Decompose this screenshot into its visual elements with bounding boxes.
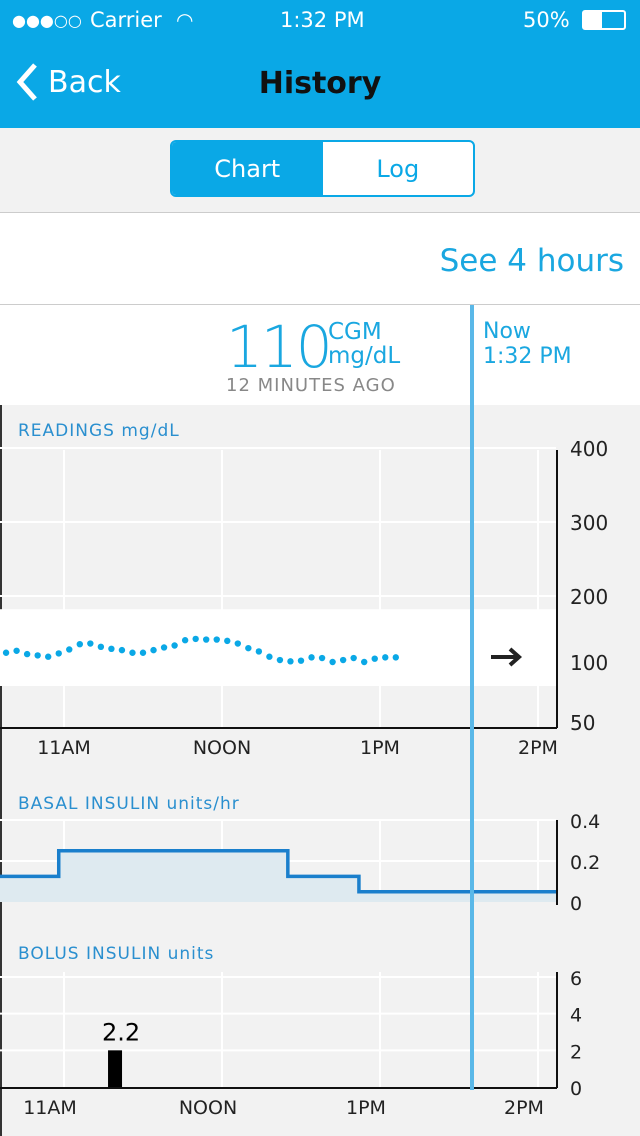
- back-label: Back: [48, 64, 121, 100]
- reading-dot: [203, 636, 210, 643]
- tab-log[interactable]: Log: [376, 154, 420, 183]
- reading-dot: [66, 646, 73, 653]
- see-4-hours-link[interactable]: See 4 hours: [439, 243, 624, 279]
- reading-dot: [2, 649, 10, 656]
- reading-dot: [34, 652, 41, 659]
- reading-dot: [23, 650, 31, 658]
- tab-chart[interactable]: Chart: [172, 142, 323, 195]
- reading-dot: [287, 658, 294, 665]
- clock: 1:32 PM: [280, 8, 365, 32]
- y-tick-label: 100: [570, 651, 608, 675]
- basal-area: [0, 850, 557, 902]
- trend-arrow-icon: [491, 647, 523, 667]
- reading-dot: [45, 653, 52, 660]
- reading-dot: [392, 654, 399, 661]
- reading-dot: [224, 637, 231, 645]
- reading-dot: [318, 654, 326, 662]
- reading-dot: [171, 642, 178, 649]
- reading-dot: [160, 644, 168, 651]
- y-tick-label: 0: [570, 893, 582, 915]
- status-bar: ●●●○○ Carrier ◠ 1:32 PM 50%: [0, 0, 640, 40]
- current-reading: 110 CGM mg/dL 12 MINUTES AGO Now 1:32 PM: [0, 305, 640, 405]
- reading-dot: [97, 643, 105, 651]
- x-tick-label: 2PM: [504, 1097, 544, 1119]
- reading-dot: [139, 649, 147, 656]
- reading-dot: [76, 640, 84, 648]
- now-label: Now: [483, 319, 531, 344]
- target-range-band: [0, 609, 556, 686]
- cgm-label: CGM: [328, 319, 382, 345]
- reading-dot: [382, 654, 389, 661]
- reading-dot: [255, 648, 263, 655]
- x-tick-label: 1PM: [360, 737, 400, 759]
- reading-dot: [55, 650, 62, 657]
- x-tick-label: 1PM: [346, 1097, 386, 1119]
- reading-dot: [213, 636, 220, 643]
- bolus-title: BOLUS INSULIN units: [18, 944, 214, 964]
- basal-line: [0, 849, 557, 894]
- x-tick-label: 2PM: [518, 737, 558, 759]
- wifi-icon: ◠: [176, 8, 194, 32]
- reading-dot: [234, 640, 241, 647]
- page-title: History: [258, 66, 382, 101]
- unit-label: mg/dL: [328, 343, 401, 369]
- reading-dot: [350, 654, 357, 662]
- reading-dot: [13, 647, 20, 654]
- x-tick-label: NOON: [179, 1097, 237, 1119]
- y-tick-label: 300: [570, 511, 608, 535]
- glucose-unit: CGM mg/dL: [328, 320, 400, 368]
- now-marker-label: Now 1:32 PM: [483, 319, 572, 369]
- reading-dot: [329, 658, 336, 666]
- now-time: 1:32 PM: [483, 344, 572, 369]
- basal-title: BASAL INSULIN units/hr: [18, 794, 240, 814]
- battery-icon: [582, 10, 626, 30]
- y-tick-label: 0.4: [570, 811, 600, 833]
- bolus-bar: [108, 1050, 123, 1087]
- reading-dot: [308, 654, 315, 661]
- reading-dot: [297, 657, 305, 664]
- y-tick-label: 200: [570, 585, 608, 609]
- range-row: See 4 hours: [0, 213, 640, 305]
- x-tick-label: NOON: [193, 737, 251, 759]
- reading-dot: [150, 646, 157, 654]
- reading-age: 12 MINUTES AGO: [226, 375, 396, 396]
- y-tick-label: 50: [570, 711, 595, 735]
- reading-dot: [108, 645, 115, 652]
- glucose-value: 110: [226, 313, 333, 381]
- reading-dot: [245, 644, 252, 652]
- reading-dot: [361, 658, 368, 666]
- reading-dot: [129, 649, 136, 656]
- readings-title: READINGS mg/dL: [18, 421, 180, 441]
- now-line[interactable]: [470, 305, 474, 1090]
- reading-dot: [339, 656, 347, 664]
- reading-dot: [181, 637, 189, 644]
- nav-bar: Back History: [0, 40, 640, 128]
- x-tick-label: 11AM: [37, 737, 91, 759]
- reading-dot: [118, 646, 126, 654]
- y-tick-label: 0.2: [570, 852, 600, 874]
- y-tick-label: 4: [570, 1005, 582, 1027]
- reading-dot: [192, 635, 199, 643]
- carrier: Carrier: [90, 8, 162, 32]
- y-tick-label: 0: [570, 1078, 582, 1100]
- view-switcher: Chart Log: [0, 128, 640, 213]
- reading-dot: [371, 655, 378, 662]
- reading-dot: [276, 656, 284, 664]
- reading-dot: [266, 653, 273, 660]
- y-tick-label: 6: [570, 968, 582, 990]
- battery-percent: 50%: [523, 8, 570, 32]
- reading-dot: [87, 640, 94, 647]
- chevron-left-icon: [16, 63, 37, 101]
- bolus-label: 2.2: [102, 1018, 140, 1046]
- y-tick-label: 2: [570, 1041, 582, 1063]
- back-button[interactable]: Back: [16, 62, 121, 102]
- x-tick-label: 11AM: [23, 1097, 77, 1119]
- signal-icon: ●●●○○: [12, 11, 82, 30]
- y-tick-label: 400: [570, 437, 608, 461]
